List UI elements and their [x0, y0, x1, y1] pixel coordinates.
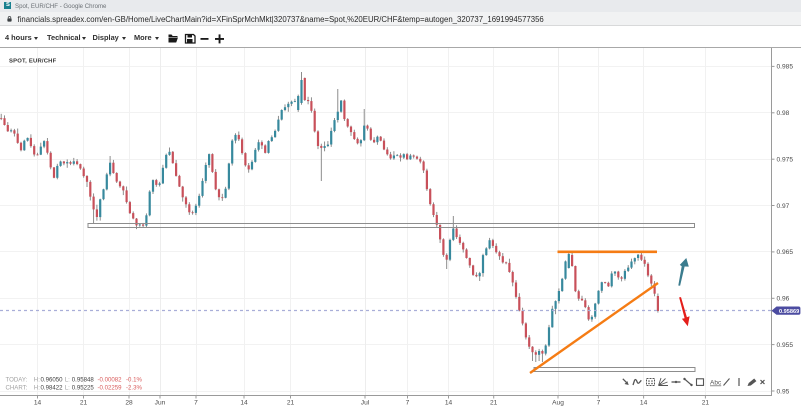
svg-text:Jun: Jun: [155, 400, 166, 407]
svg-text:0.975: 0.975: [777, 157, 794, 164]
svg-text:0.95869: 0.95869: [779, 309, 799, 315]
svg-text:28: 28: [125, 400, 133, 407]
svg-text:0.96: 0.96: [777, 296, 790, 303]
svg-text:21: 21: [80, 400, 88, 407]
svg-text:0.955: 0.955: [777, 342, 794, 349]
svg-text:Aug: Aug: [552, 400, 564, 407]
svg-text:Abc: Abc: [710, 380, 722, 387]
svg-text:0.965: 0.965: [777, 249, 794, 256]
svg-text:7: 7: [194, 400, 198, 407]
svg-text:0.95: 0.95: [777, 388, 790, 395]
svg-text:14: 14: [34, 400, 42, 407]
svg-text:7: 7: [597, 400, 601, 407]
svg-text:SPOT, EUR/CHF: SPOT, EUR/CHF: [9, 59, 57, 65]
svg-text:14: 14: [445, 400, 453, 407]
svg-text:0.98: 0.98: [777, 110, 790, 117]
svg-text:21: 21: [702, 400, 710, 407]
svg-text:Jul: Jul: [361, 400, 370, 407]
svg-text:21: 21: [490, 400, 498, 407]
svg-text:0.985: 0.985: [777, 64, 794, 71]
svg-text:0.97: 0.97: [777, 203, 790, 210]
svg-text:7: 7: [406, 400, 410, 407]
svg-text:14: 14: [240, 400, 248, 407]
svg-text:14: 14: [640, 400, 648, 407]
svg-text:21: 21: [287, 400, 295, 407]
